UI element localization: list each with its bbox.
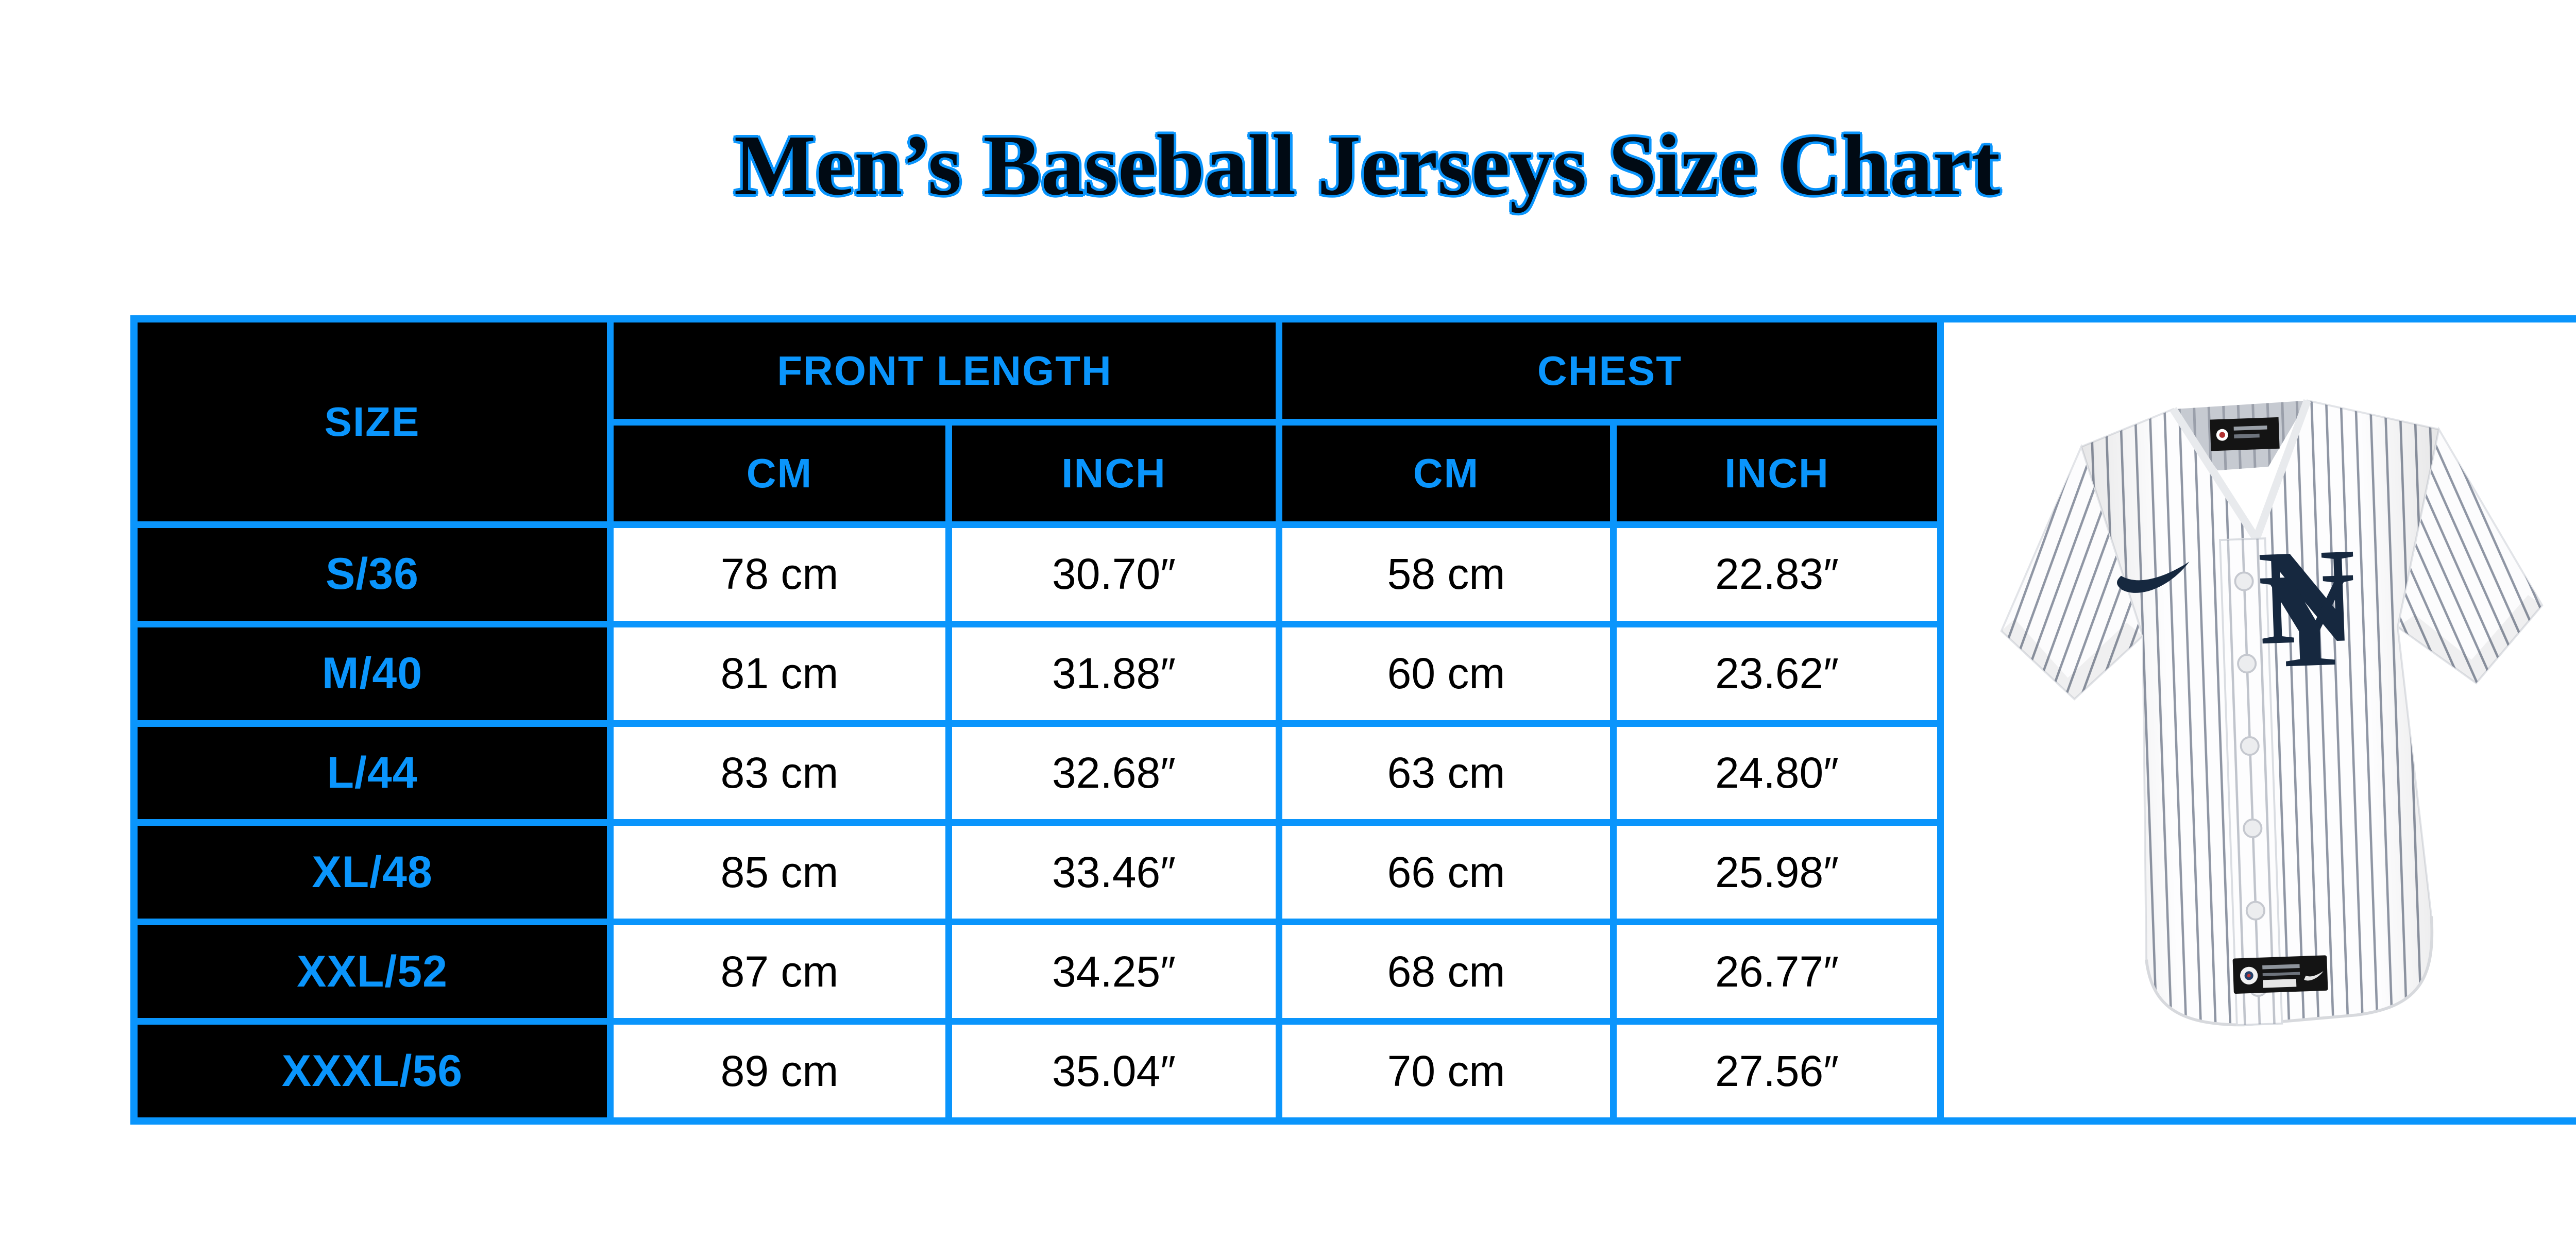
jersey-panel: N Y [1944, 322, 2576, 1117]
xl48-chest-inch: 25.98″ [1617, 826, 1937, 919]
size-l44: L/44 [138, 726, 607, 820]
xxxl56-front-cm: 89 cm [614, 1025, 945, 1117]
s36-front-cm: 78 cm [614, 528, 945, 621]
header-size: SIZE [138, 322, 607, 521]
xxxl56-front-inch: 35.04″ [952, 1025, 1276, 1117]
header-chest: CHEST [1282, 322, 1937, 419]
xxxl56-chest-cm: 70 cm [1282, 1025, 1610, 1117]
jock-tag [2232, 955, 2328, 994]
page-title: Men’s Baseball Jerseys Size Chart [734, 117, 2001, 213]
header-chest-inch: INCH [1617, 426, 1937, 521]
l44-chest-inch: 24.80″ [1617, 726, 1937, 820]
l44-front-cm: 83 cm [614, 726, 945, 820]
size-xxxl56: XXXL/56 [138, 1025, 607, 1117]
xl48-front-cm: 85 cm [614, 826, 945, 919]
jersey-neck-inner [2173, 400, 2308, 471]
jersey-placket [2218, 537, 2283, 1027]
xl48-front-inch: 33.46″ [952, 826, 1276, 919]
size-m40: M/40 [138, 627, 607, 720]
size-s36: S/36 [138, 528, 607, 621]
m40-chest-cm: 60 cm [1282, 627, 1610, 720]
xxl52-front-inch: 34.25″ [952, 925, 1276, 1018]
jersey-right-sleeve [2396, 427, 2544, 685]
l44-chest-cm: 63 cm [1282, 726, 1610, 820]
svg-text:Y: Y [2257, 543, 2360, 697]
header-chest-cm: CM [1282, 426, 1610, 521]
nike-swoosh-icon [2116, 562, 2190, 593]
neck-tag [2210, 417, 2280, 451]
size-xl48: XL/48 [138, 826, 607, 919]
ny-logo: N Y [2256, 520, 2359, 697]
m40-chest-inch: 23.62″ [1617, 627, 1937, 720]
xl48-chest-cm: 66 cm [1282, 826, 1610, 919]
size-xxl52: XXL/52 [138, 925, 607, 1018]
header-front-length: FRONT LENGTH [614, 322, 1276, 419]
xxl52-chest-cm: 68 cm [1282, 925, 1610, 1018]
xxl52-front-cm: 87 cm [614, 925, 945, 1018]
s36-front-inch: 30.70″ [952, 528, 1276, 621]
header-front-inch: INCH [952, 426, 1276, 521]
m40-front-inch: 31.88″ [952, 627, 1276, 720]
jersey-image: N Y [2000, 399, 2544, 1027]
xxl52-chest-inch: 26.77″ [1617, 925, 1937, 1018]
size-chart-board: SIZE FRONT LENGTH CHEST CM INCH CM INCH [130, 315, 2576, 1125]
l44-front-inch: 32.68″ [952, 726, 1276, 820]
jersey-left-sleeve [2000, 444, 2144, 701]
s36-chest-inch: 22.83″ [1617, 528, 1937, 621]
svg-text:N: N [2256, 520, 2359, 673]
xxxl56-chest-inch: 27.56″ [1617, 1025, 1937, 1117]
m40-front-cm: 81 cm [614, 627, 945, 720]
header-front-cm: CM [614, 426, 945, 521]
s36-chest-cm: 58 cm [1282, 528, 1610, 621]
